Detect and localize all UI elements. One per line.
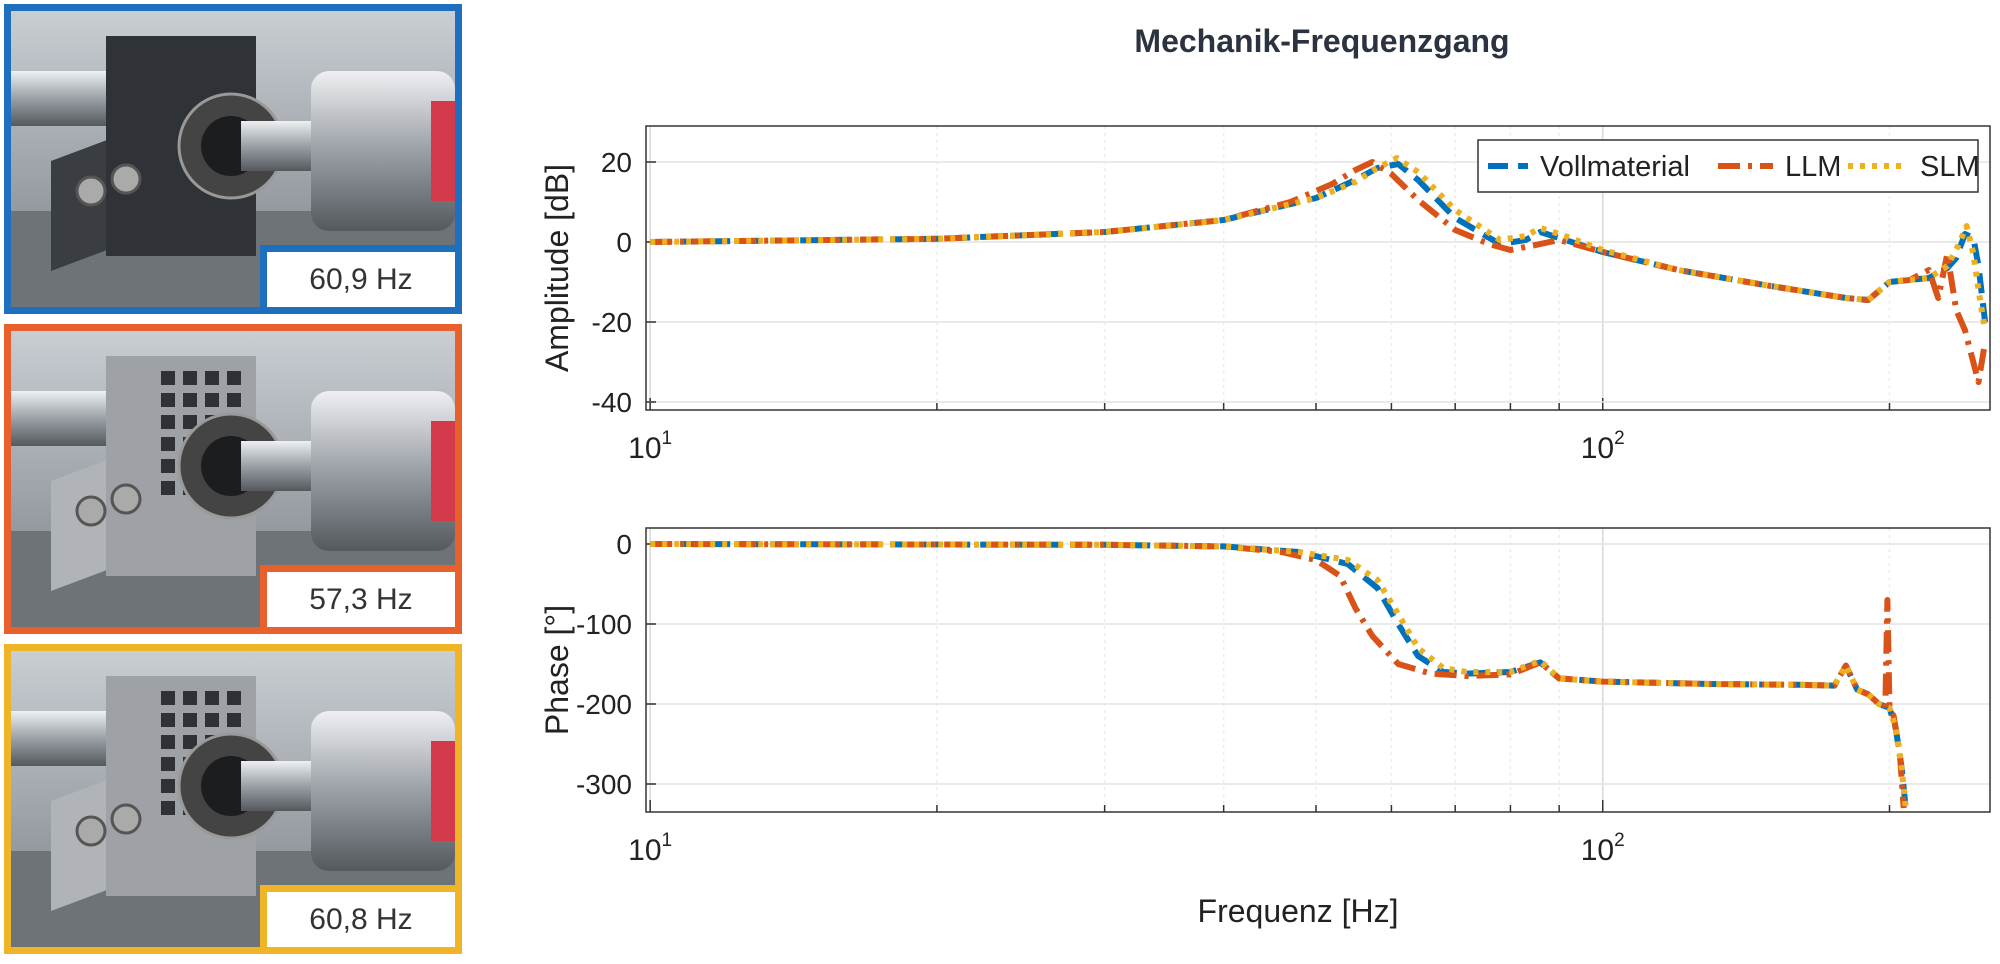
lattice-cell [161, 415, 175, 429]
lattice-cell [205, 691, 219, 705]
lattice-cell [227, 691, 241, 705]
y-tick-label: 20 [601, 147, 632, 178]
legend-label: Vollmaterial [1540, 151, 1690, 183]
bolt-head [110, 163, 142, 195]
bolt-head [75, 815, 107, 847]
x-tick-label: 101 [628, 830, 672, 867]
lattice-cell [205, 371, 219, 385]
series-line-llm [650, 541, 1907, 809]
coupling-insert [431, 101, 455, 201]
frequency-label: 60,9 Hz [260, 245, 455, 307]
coupling [311, 71, 455, 231]
lattice-cell [161, 735, 175, 749]
lattice-cell [183, 735, 197, 749]
phase-plot: 0 -100 -200 -300 101 102 Phase [°] Frequenz [Hz… [539, 527, 1991, 929]
bolt-head [110, 483, 142, 515]
series-line-slm [650, 541, 1909, 809]
lattice-cell [161, 801, 175, 815]
coupling [311, 391, 455, 551]
x-tick-label: 101 [628, 428, 672, 465]
lattice-cell [227, 713, 241, 727]
photo-solid-material-bearing-block: 60,9 Hz [4, 4, 462, 314]
lattice-cell [205, 393, 219, 407]
photo-llm-bearing-block: 57,3 Hz [4, 324, 462, 634]
coupling-insert [431, 741, 455, 841]
lattice-cell [161, 459, 175, 473]
frequency-label: 60,8 Hz [260, 885, 455, 947]
lattice-cell [161, 393, 175, 407]
frequency-label: 57,3 Hz [260, 565, 455, 627]
legend-label: LLM [1785, 151, 1841, 183]
amplitude-plot: 20 0 -20 -40 101 102 Amplitude [dB] Vollmateria… [539, 125, 1991, 465]
photo-image [11, 331, 455, 627]
lattice-cell [161, 691, 175, 705]
lattice-cell [205, 713, 219, 727]
legend: Vollmaterial LLM SLM [1477, 139, 1980, 193]
y-tick-label: -200 [576, 689, 632, 720]
chart-title: Mechanik-Frequenzgang [1134, 23, 1509, 59]
lattice-cell [161, 437, 175, 451]
axes-frame [645, 527, 1991, 813]
lattice-cell [161, 481, 175, 495]
y-tick-label: -300 [576, 769, 632, 800]
y-axis-label: Amplitude [dB] [539, 164, 575, 372]
series-line-llm [650, 159, 1989, 385]
bolt-head [75, 175, 107, 207]
coupling [311, 711, 455, 871]
lattice-cell [161, 757, 175, 771]
lattice-cell [161, 371, 175, 385]
coupling-insert [431, 421, 455, 521]
lattice-cell [227, 371, 241, 385]
lattice-cell [183, 393, 197, 407]
x-tick-label: 102 [1581, 428, 1625, 465]
photo-image [11, 651, 455, 947]
x-axis-label: Frequenz [Hz] [1198, 893, 1399, 929]
lattice-cell [227, 393, 241, 407]
plot-area [646, 528, 1990, 812]
legend-label: SLM [1920, 151, 1980, 183]
lattice-cell [161, 713, 175, 727]
photo-slm-bearing-block: 60,8 Hz [4, 644, 462, 954]
x-tick-label: 102 [1581, 830, 1625, 867]
bolt-head [75, 495, 107, 527]
lattice-cell [183, 371, 197, 385]
y-tick-label: -100 [576, 609, 632, 640]
y-axis-label: Phase [°] [539, 605, 575, 735]
y-tick-label: 0 [616, 227, 632, 258]
y-tick-label: 0 [616, 529, 632, 560]
axes-frame [645, 125, 1991, 411]
lattice-cell [161, 779, 175, 793]
lattice-cell [183, 691, 197, 705]
y-tick-label: -40 [592, 387, 632, 418]
lattice-cell [183, 713, 197, 727]
series-line-vollmaterial [650, 161, 1989, 323]
y-tick-label: -20 [592, 307, 632, 338]
lattice-cell [183, 415, 197, 429]
bolt-head [110, 803, 142, 835]
